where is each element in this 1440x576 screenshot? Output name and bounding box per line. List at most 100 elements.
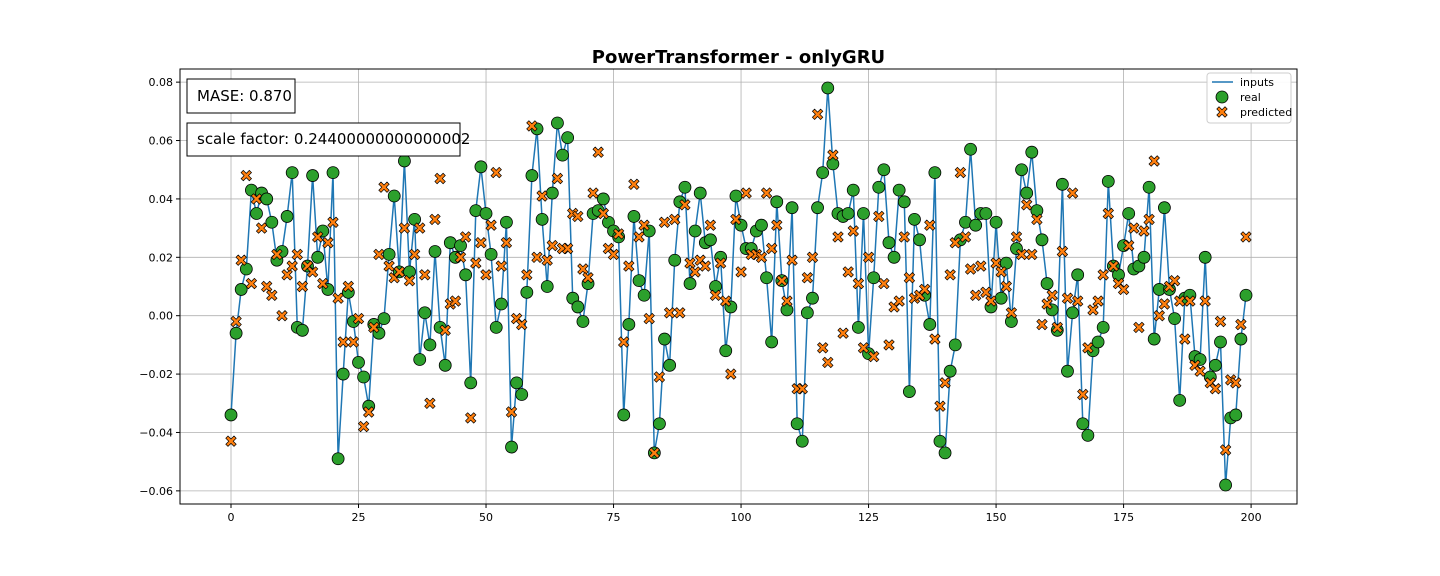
real-point	[596, 192, 610, 206]
predicted-point	[1148, 155, 1160, 167]
predicted-point	[378, 181, 390, 193]
real-point	[352, 356, 365, 369]
real-point	[1234, 332, 1248, 346]
real-point	[1030, 204, 1044, 217]
predicted-point	[842, 266, 854, 278]
predicted-point	[317, 277, 329, 290]
predicted-point	[663, 307, 676, 319]
predicted-point	[276, 310, 288, 322]
predicted-point	[551, 172, 564, 185]
real-point	[525, 169, 539, 182]
predicted-point	[1123, 239, 1135, 252]
predicted-point	[954, 166, 967, 179]
predicted-point	[296, 280, 309, 293]
predicted-point	[449, 295, 462, 307]
predicted-point	[1005, 307, 1018, 319]
chart-title: PowerTransformer - onlyGRU	[592, 47, 885, 68]
predicted-point	[480, 269, 492, 281]
predicted-point	[847, 225, 859, 237]
real-point	[576, 315, 590, 328]
predicted-point	[990, 257, 1002, 269]
predicted-point	[454, 251, 467, 263]
real-point	[933, 434, 947, 448]
predicted-point	[291, 248, 303, 261]
scale-factor-annotation: scale factor: 0.24400000000000002	[186, 122, 470, 157]
x-tick-label: 150	[986, 511, 1007, 524]
real-point	[454, 239, 467, 253]
real-point	[765, 335, 779, 349]
real-point	[331, 452, 345, 466]
predicted-point	[771, 219, 783, 231]
x-axis: 0 25 50 75 100 125 150 175 200	[228, 504, 1262, 524]
predicted-point	[811, 108, 824, 120]
predicted-point	[393, 266, 405, 278]
real-point	[1035, 233, 1049, 247]
predicted-point	[623, 260, 635, 272]
predicted-point	[459, 231, 472, 243]
predicted-point	[837, 327, 849, 339]
predicted-point	[306, 266, 319, 278]
real-point	[479, 207, 493, 220]
real-point	[688, 224, 702, 238]
predicted-point	[903, 272, 916, 284]
predicted-point	[1194, 365, 1206, 377]
predicted-point	[1219, 444, 1232, 456]
predicted-point	[669, 213, 681, 226]
real-point	[795, 434, 809, 448]
real-point	[1061, 364, 1074, 378]
real-point	[377, 312, 391, 326]
predicted-point	[495, 260, 507, 272]
predicted-point	[465, 412, 477, 424]
predicted-point	[1066, 187, 1079, 199]
predicted-point	[1056, 245, 1069, 258]
predicted-point	[725, 368, 737, 380]
predicted-point	[516, 318, 528, 331]
predicted-point	[526, 120, 538, 132]
real-point	[800, 306, 814, 320]
real-point	[1229, 408, 1243, 422]
real-point	[423, 338, 437, 352]
real-point	[816, 166, 830, 180]
real-point	[780, 303, 794, 317]
predicted-point	[424, 397, 436, 409]
x-tick-label: 50	[479, 511, 493, 524]
predicted-point	[1072, 295, 1084, 307]
real-point	[494, 297, 508, 311]
real-point	[841, 207, 855, 220]
predicted-point	[225, 435, 237, 447]
predicted-point	[934, 400, 946, 412]
real-point	[729, 189, 743, 203]
predicted-point	[1046, 289, 1058, 301]
real-point	[989, 215, 1003, 229]
predicted-point	[485, 219, 497, 231]
predicted-point	[1168, 275, 1181, 287]
real-point	[913, 233, 926, 247]
real-point	[877, 163, 891, 177]
predicted-point	[1102, 207, 1114, 220]
predicted-point	[827, 149, 839, 161]
predicted-point	[868, 350, 880, 363]
predicted-point	[970, 289, 982, 301]
real-point	[311, 250, 325, 264]
predicted-point	[1230, 377, 1242, 389]
predicted-point	[1209, 383, 1222, 395]
x-tick-label: 0	[228, 511, 235, 524]
real-point	[306, 169, 320, 182]
mase-annotation: MASE: 0.870	[186, 78, 296, 114]
predicted-point	[1138, 225, 1150, 237]
y-tick-label: −0.06	[139, 485, 173, 498]
predicted-point	[439, 324, 451, 336]
predicted-point	[883, 339, 895, 351]
real-point	[571, 300, 585, 314]
real-point	[1142, 180, 1156, 194]
real-point	[229, 326, 243, 340]
predicted-point	[720, 295, 732, 307]
real-point	[296, 323, 309, 337]
y-tick-label: −0.04	[139, 426, 173, 439]
predicted-point	[653, 371, 666, 383]
real-point	[484, 247, 498, 261]
predicted-point	[332, 292, 344, 304]
predicted-point	[959, 231, 972, 243]
predicted-point	[679, 199, 691, 211]
predicted-point	[898, 231, 910, 243]
